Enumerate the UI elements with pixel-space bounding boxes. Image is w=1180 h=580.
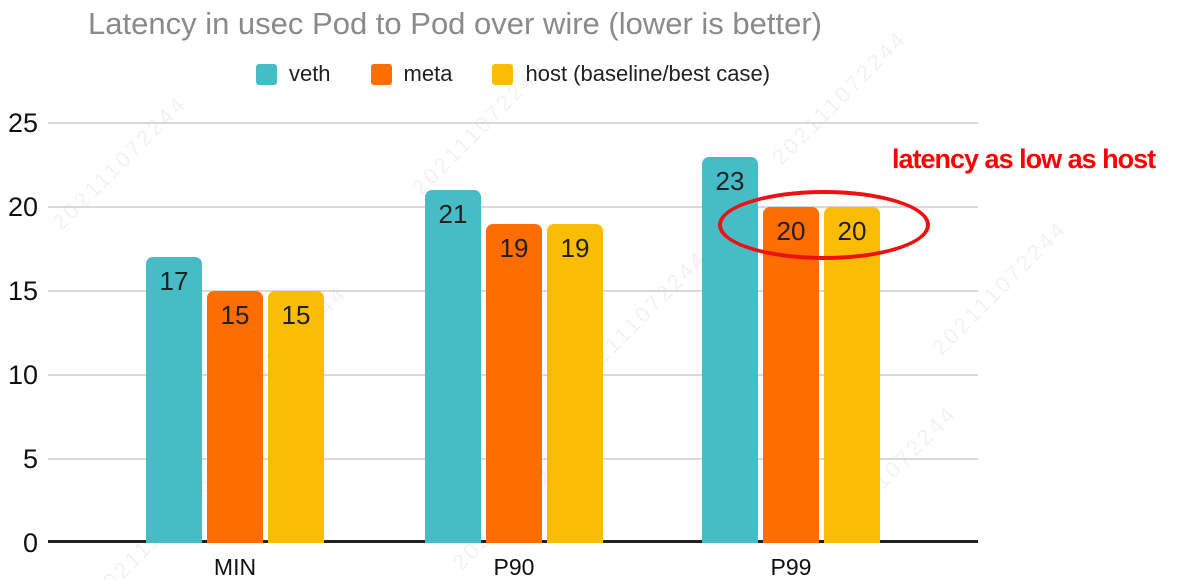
- gridline: [48, 122, 978, 124]
- x-axis-label-p90: P90: [493, 554, 535, 580]
- y-tick-label: 20: [7, 192, 38, 222]
- legend-label-veth: veth: [288, 61, 331, 86]
- legend-swatch-veth: [255, 63, 277, 85]
- legend-label-host: host (baseline/best case): [525, 61, 771, 86]
- legend-label-meta: meta: [403, 61, 453, 86]
- annotation-text: latency as low as host: [892, 144, 1156, 174]
- plot-area: 0 5 10 15 20 25 17 15 15 MIN 21 19 19 P90 23 20 20 P99: [8, 108, 978, 580]
- bar-host-p90: 19: [547, 223, 603, 543]
- bar-value-label: 19: [499, 232, 529, 263]
- bar-value-label: 17: [159, 266, 189, 297]
- bar-group-min: 17 15 15: [146, 123, 324, 543]
- legend-item-host: host (baseline/best case): [492, 61, 770, 87]
- y-tick-label: 0: [22, 528, 38, 558]
- highlight-ellipse: [718, 190, 930, 260]
- bar-value-label: 23: [715, 165, 745, 196]
- legend-swatch-meta: [370, 63, 392, 85]
- x-axis-label-p99: P99: [770, 554, 812, 580]
- bar-veth-min: 17: [146, 257, 202, 543]
- y-tick-label: 25: [7, 108, 38, 138]
- legend-item-veth: veth: [255, 61, 331, 87]
- legend-item-meta: meta: [370, 61, 453, 87]
- bar-veth-p90: 21: [425, 190, 481, 543]
- legend-swatch-host: [492, 63, 514, 85]
- y-tick-label: 10: [7, 360, 38, 390]
- chart-legend: veth meta host (baseline/best case): [48, 61, 978, 87]
- bar-meta-p90: 19: [486, 223, 542, 543]
- bar-group-p90: 21 19 19: [425, 123, 603, 543]
- bar-value-label: 21: [438, 199, 468, 230]
- chart-title: Latency in usec Pod to Pod over wire (lo…: [88, 6, 823, 41]
- bar-value-label: 15: [220, 300, 250, 330]
- y-tick-label: 5: [22, 444, 38, 474]
- y-tick-label: 15: [7, 276, 38, 306]
- bar-value-label: 15: [281, 300, 311, 330]
- bar-group-p99: 23 20 20: [702, 123, 880, 543]
- bar-value-label: 19: [560, 232, 590, 263]
- bar-host-min: 15: [268, 291, 324, 543]
- x-axis-label-min: MIN: [213, 554, 257, 580]
- gridline: [48, 206, 978, 208]
- bar-meta-min: 15: [207, 291, 263, 543]
